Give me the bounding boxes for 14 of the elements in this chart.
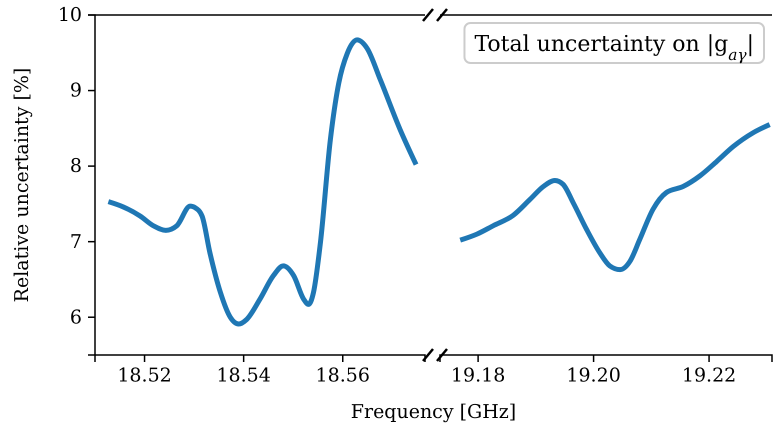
x-tick-label: 19.20 [566,364,621,386]
x-tick-label: 18.52 [117,364,172,386]
y-tick-label: 9 [70,80,82,102]
x-tick-label: 18.54 [216,364,271,386]
y-tick-label: 6 [70,306,82,328]
x-tick-label: 18.56 [316,364,370,386]
annotation: Total uncertainty on |g$_{aγ}$| [474,32,754,64]
y-tick-label: 7 [70,230,82,253]
x-tick-label: 19.22 [682,364,736,386]
x-axis-title: Frequency [GHz] [350,401,516,423]
y-tick-label: 10 [58,4,82,26]
y-axis-title: Relative uncertainty [%] [11,68,33,302]
x-tick-label: 19.18 [450,364,506,386]
y-tick-label: 8 [70,155,82,178]
